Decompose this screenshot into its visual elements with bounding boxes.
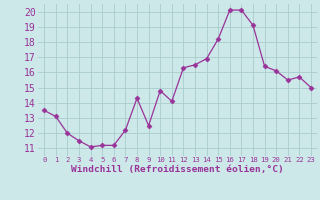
X-axis label: Windchill (Refroidissement éolien,°C): Windchill (Refroidissement éolien,°C) [71,165,284,174]
